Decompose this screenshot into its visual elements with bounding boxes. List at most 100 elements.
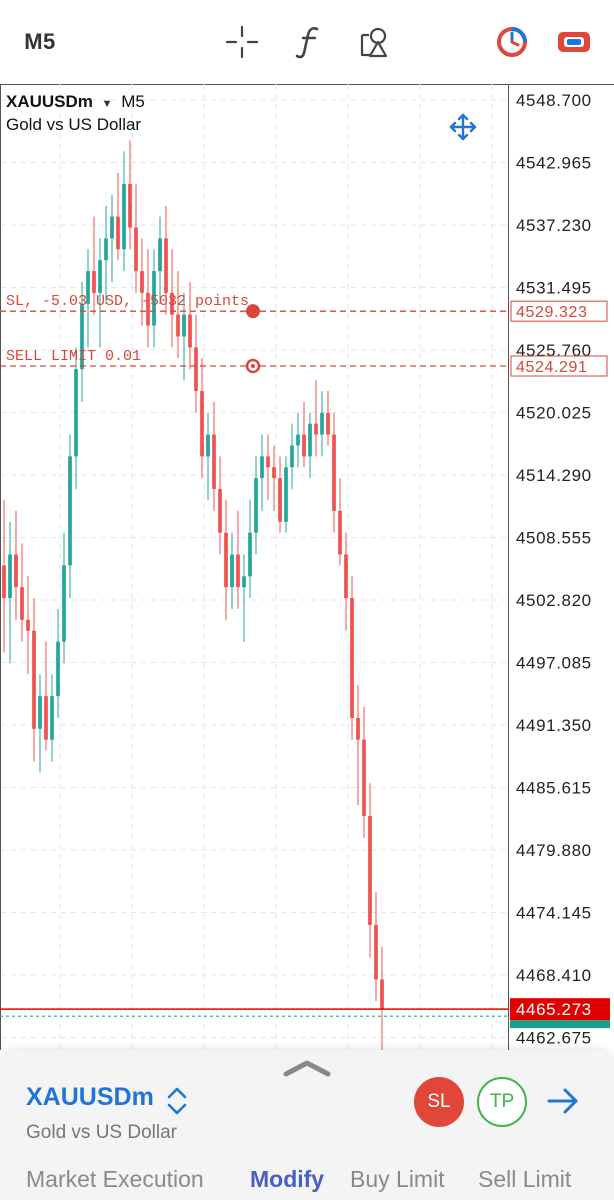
candle-body [320,412,324,435]
candle-body [140,271,144,293]
candle-body [2,565,6,599]
candle-body [326,412,330,435]
candle-body [152,271,156,326]
arrow-right-icon[interactable] [546,1086,580,1121]
candle-body [248,532,252,577]
candle-body [44,696,48,740]
candle-body [14,554,18,588]
price-axis-label: 4497.085 [516,654,592,673]
price-axis-label: 4514.290 [516,466,592,485]
crosshair-icon[interactable] [222,22,262,62]
candle-body [290,445,294,468]
candle-body [74,369,78,457]
candle-body [80,303,84,370]
candle-body [110,216,114,239]
trading-icon[interactable] [492,22,532,62]
candle-body [224,532,228,588]
candle-body [296,434,300,446]
tp-button[interactable]: TP [477,1077,527,1127]
price-axis-label: 4474.145 [516,904,592,923]
tab-sell-limit[interactable]: Sell Limit [478,1166,572,1192]
sl-price-tag [510,300,608,322]
candle-body [68,456,72,566]
price-axis-label: 4525.760 [516,341,592,360]
candle-body [164,238,168,293]
bid-price-tag [510,998,610,1021]
candle-body [182,314,186,337]
candle-body [356,717,360,740]
price-axis-label: 4508.555 [516,529,592,548]
price-axis-label: 4531.495 [516,279,592,298]
sl-drag-handle[interactable] [246,304,260,319]
candle-body [134,227,138,272]
tab-market-execution[interactable]: Market Execution [26,1166,204,1192]
panel-expand-handle-icon[interactable] [282,1058,332,1083]
candle-body [266,456,270,468]
price-axis-label: 4548.700 [516,91,592,110]
bid-price-label: 4465.273 [516,1000,592,1019]
candle-body [158,238,162,272]
tab-modify[interactable]: Modify [250,1166,325,1192]
candle-body [284,467,288,522]
candle-body [50,696,54,740]
sell-limit-handle-dot [251,364,255,369]
timeframe-button[interactable]: M5 [24,29,56,54]
candlestick-chart[interactable]: 4548.700 4542.965 4537.230 4531.495 4525.760… [0,84,614,1050]
price-axis-label: 4479.880 [516,841,592,860]
price-axis-label: 4491.350 [516,716,592,735]
candle-body [32,630,36,729]
chart-timeframe: M5 [121,92,145,111]
candle-body [278,478,282,522]
candle-body [344,554,348,599]
ask-price-tag [510,1020,610,1029]
candle-body [338,510,342,555]
indicators-icon[interactable] [290,22,330,62]
candle-body [86,271,90,304]
candle-body [308,423,312,457]
sell-limit-price-label: 4524.291 [516,359,588,376]
candle-body [38,696,42,729]
candle-body [380,979,384,1010]
candle-body [260,456,264,479]
dropdown-triangle-icon[interactable]: ▼ [101,98,113,110]
candle-body [56,641,60,697]
candle-body [194,347,198,391]
candle-body [206,434,210,457]
candle-body [92,271,96,293]
chart-description: Gold vs US Dollar [6,115,142,134]
sl-label: SL, -5.03 USD, -5032 points [6,293,249,310]
objects-icon[interactable] [354,22,394,62]
candle-body [116,216,120,250]
symbol-switch-icon[interactable] [166,1086,188,1121]
candle-body [188,314,192,348]
candle-body [242,576,246,588]
price-axis-label: 4542.965 [516,154,592,173]
price-axis-label: 4468.410 [516,966,592,985]
price-axis-label: 4462.675 [516,1029,592,1048]
plot-border [0,84,509,1050]
candle-body [374,924,378,980]
candle-body [146,292,150,326]
panel-symbol[interactable]: XAUUSDm [26,1083,154,1111]
candle-body [20,587,24,620]
candle-body [254,478,258,533]
candle-body [272,467,276,479]
candle-body [314,423,318,435]
candle-body [170,292,174,315]
settings-toggle-icon[interactable] [554,22,594,62]
sl-price-label: 4529.323 [516,304,588,321]
sell-limit-price-tag [510,355,608,377]
price-axis-label: 4485.615 [516,779,592,798]
tab-buy-limit[interactable]: Buy Limit [350,1166,445,1192]
candle-body [230,554,234,588]
move-arrows-icon[interactable] [448,112,478,147]
sl-button[interactable]: SL [414,1077,464,1127]
candle-body [104,238,108,261]
candle-body [8,554,12,599]
candle-body [350,598,354,718]
chart-symbol: XAUUSDm [6,92,93,111]
candle-body [302,434,306,457]
order-type-tabs: Market Execution Modify Buy Limit Sell L… [0,1166,614,1200]
price-chart[interactable]: 4548.700 4542.965 4537.230 4531.495 4525.760… [0,84,614,1050]
candle-body [128,183,132,228]
